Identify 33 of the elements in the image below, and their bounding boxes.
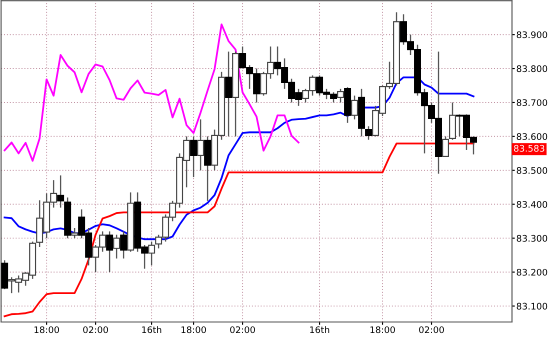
candlestick [148,240,156,266]
y-tick-label: 83.600 [516,133,548,140]
line-series [4,24,300,162]
x-tick-label: 02:00 [83,326,108,334]
x-tick-label: 18:00 [370,326,395,334]
candlestick [106,230,114,273]
candlestick [351,95,358,120]
candlestick [225,50,232,138]
candlestick [449,102,456,140]
text: 83.583 [514,144,544,152]
candlestick [365,126,372,140]
y-tick-label: 83.400 [516,200,548,208]
candlestick [337,88,344,104]
x-tick-label: 02:00 [419,326,444,334]
candlestick [197,118,204,171]
x-tick-label: 18:00 [34,326,59,334]
candlestick [113,234,120,260]
candlestick [71,227,78,239]
y-tick-label: 83.800 [516,65,548,72]
candlestick [442,136,450,158]
y-tick-label: 83.200 [516,268,548,276]
y-tick-label: 83.300 [516,234,548,242]
y-tick-label: 83.100 [516,302,548,310]
x-tick-label: 02:00 [230,326,255,334]
y-tick-label: 83.700 [516,99,548,106]
candlestick [57,174,64,208]
x-tick-label: 16th [142,326,162,334]
y-tick-label: 83.900 [516,31,548,38]
candlestick [190,136,198,178]
x-tick-label: 16th [310,326,330,334]
candlestick [120,230,128,260]
x-tick-label: 18:00 [182,326,206,334]
y-tick-label: 83.500 [516,167,548,174]
